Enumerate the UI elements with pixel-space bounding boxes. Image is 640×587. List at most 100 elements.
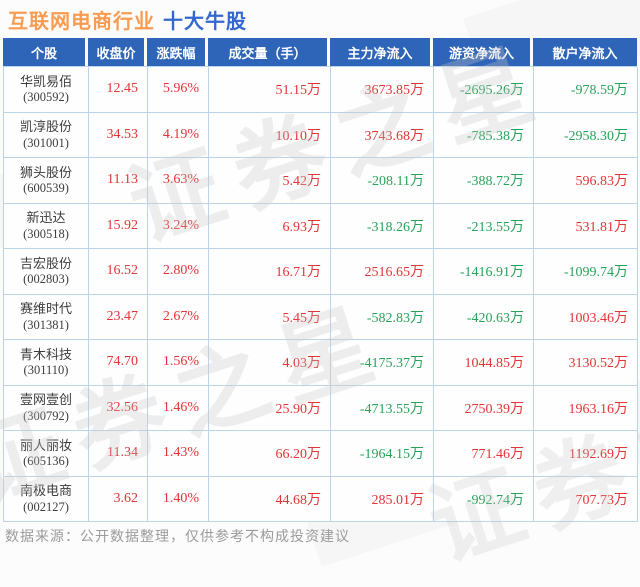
close-price-cell: 34.53 bbox=[89, 112, 148, 158]
stock-code: (300592) bbox=[23, 90, 69, 105]
hot-inflow-cell: -1416.91万 bbox=[434, 249, 534, 295]
stock-cell: 南极电商 (002127) bbox=[4, 476, 89, 522]
table-header-row: 个股 收盘价 涨跌幅 成交量（手） 主力净流入 游资净流入 散户净流入 bbox=[3, 38, 637, 66]
stock-name: 华凯易佰 bbox=[19, 73, 72, 89]
change-pct-cell: 2.80% bbox=[148, 249, 209, 295]
volume-cell: 4.03万 bbox=[209, 340, 331, 386]
close-price-cell: 11.34 bbox=[89, 431, 148, 477]
data-source-note: 数据来源：公开数据整理，仅供参考不构成投资建议 bbox=[5, 528, 350, 544]
column-header-hot-inflow: 游资净流入 bbox=[433, 38, 533, 66]
retail-inflow-cell: 3130.52万 bbox=[534, 340, 638, 386]
title-suffix: 十大牛股 bbox=[163, 11, 247, 33]
main-inflow-cell: -582.83万 bbox=[331, 294, 434, 340]
hot-inflow-cell: -213.55万 bbox=[434, 203, 534, 249]
volume-cell: 16.71万 bbox=[209, 249, 331, 295]
retail-inflow-cell: -1099.74万 bbox=[534, 249, 638, 295]
column-header-retail-inflow: 散户净流入 bbox=[533, 38, 637, 66]
stock-code: (301001) bbox=[23, 135, 69, 150]
main-inflow-cell: 2516.65万 bbox=[331, 249, 434, 295]
stock-code: (301110) bbox=[23, 363, 69, 378]
column-header-volume: 成交量（手） bbox=[208, 38, 330, 66]
stock-name: 吉宏股份 bbox=[19, 255, 72, 271]
column-header-close-price: 收盘价 bbox=[88, 38, 147, 66]
change-pct-cell: 1.43% bbox=[148, 431, 209, 477]
stock-cell: 丽人丽妆 (605136) bbox=[4, 431, 89, 477]
change-pct-cell: 3.24% bbox=[148, 203, 209, 249]
stock-code: (301381) bbox=[23, 317, 69, 332]
main-inflow-cell: 3673.85万 bbox=[331, 67, 434, 113]
stock-code: (002127) bbox=[23, 499, 69, 514]
volume-cell: 66.20万 bbox=[209, 431, 331, 477]
retail-inflow-cell: 531.81万 bbox=[534, 203, 638, 249]
stock-code: (300518) bbox=[23, 226, 69, 241]
volume-cell: 5.42万 bbox=[209, 158, 331, 204]
hot-inflow-cell: 771.46万 bbox=[434, 431, 534, 477]
main-inflow-cell: -208.11万 bbox=[331, 158, 434, 204]
close-price-cell: 16.52 bbox=[89, 249, 148, 295]
hot-inflow-cell: -2695.26万 bbox=[434, 67, 534, 113]
table-body: 华凯易佰 (300592) 12.45 5.96% 51.15万 3673.85… bbox=[3, 66, 638, 522]
stock-cell: 狮头股份 (600539) bbox=[4, 158, 89, 204]
change-pct-cell: 5.96% bbox=[148, 67, 209, 113]
stock-cell: 华凯易佰 (300592) bbox=[4, 67, 89, 113]
close-price-cell: 74.70 bbox=[89, 340, 148, 386]
column-header-stock: 个股 bbox=[3, 38, 88, 66]
top-stocks-table: 个股 收盘价 涨跌幅 成交量（手） 主力净流入 游资净流入 散户净流入 华凯易佰… bbox=[3, 38, 638, 522]
main-inflow-cell: -1964.15万 bbox=[331, 431, 434, 477]
column-header-main-inflow: 主力净流入 bbox=[330, 38, 433, 66]
stock-code: (300792) bbox=[23, 408, 69, 423]
hot-inflow-cell: -992.74万 bbox=[434, 476, 534, 522]
hot-inflow-cell: 1044.85万 bbox=[434, 340, 534, 386]
volume-cell: 5.45万 bbox=[209, 294, 331, 340]
retail-inflow-cell: -978.59万 bbox=[534, 67, 638, 113]
retail-inflow-cell: 1963.16万 bbox=[534, 385, 638, 431]
stock-name: 凯淳股份 bbox=[19, 119, 72, 135]
change-pct-cell: 3.63% bbox=[148, 158, 209, 204]
main-inflow-cell: 285.01万 bbox=[331, 476, 434, 522]
stock-cell: 新迅达 (300518) bbox=[4, 203, 89, 249]
main-inflow-cell: 3743.68万 bbox=[331, 112, 434, 158]
close-price-cell: 3.62 bbox=[89, 476, 148, 522]
retail-inflow-cell: 596.83万 bbox=[534, 158, 638, 204]
page-title: 互联网电商行业 十大牛股 bbox=[8, 5, 247, 34]
change-pct-cell: 1.40% bbox=[148, 476, 209, 522]
close-price-cell: 15.92 bbox=[89, 203, 148, 249]
stock-cell: 青木科技 (301110) bbox=[4, 340, 89, 386]
stock-cell: 凯淳股份 (301001) bbox=[4, 112, 89, 158]
main-inflow-cell: -4713.55万 bbox=[331, 385, 434, 431]
stock-name: 南极电商 bbox=[19, 483, 72, 499]
hot-inflow-cell: -785.38万 bbox=[434, 112, 534, 158]
retail-inflow-cell: -2958.30万 bbox=[534, 112, 638, 158]
main-inflow-cell: -4175.37万 bbox=[331, 340, 434, 386]
close-price-cell: 11.13 bbox=[89, 158, 148, 204]
hot-inflow-cell: 2750.39万 bbox=[434, 385, 534, 431]
retail-inflow-cell: 1192.69万 bbox=[534, 431, 638, 477]
retail-inflow-cell: 707.73万 bbox=[534, 476, 638, 522]
volume-cell: 44.68万 bbox=[209, 476, 331, 522]
volume-cell: 51.15万 bbox=[209, 67, 331, 113]
change-pct-cell: 1.46% bbox=[148, 385, 209, 431]
stock-name: 赛维时代 bbox=[19, 301, 72, 317]
stock-code: (600539) bbox=[23, 181, 69, 196]
volume-cell: 10.10万 bbox=[209, 112, 331, 158]
hot-inflow-cell: -420.63万 bbox=[434, 294, 534, 340]
stock-cell: 吉宏股份 (002803) bbox=[4, 249, 89, 295]
volume-cell: 25.90万 bbox=[209, 385, 331, 431]
close-price-cell: 23.47 bbox=[89, 294, 148, 340]
stock-code: (605136) bbox=[23, 454, 69, 469]
title-industry: 互联网电商行业 bbox=[8, 11, 155, 33]
change-pct-cell: 4.19% bbox=[148, 112, 209, 158]
stock-name: 狮头股份 bbox=[19, 164, 72, 180]
stock-cell: 赛维时代 (301381) bbox=[4, 294, 89, 340]
stock-name: 壹网壹创 bbox=[19, 392, 72, 408]
change-pct-cell: 2.67% bbox=[148, 294, 209, 340]
close-price-cell: 12.45 bbox=[89, 67, 148, 113]
main-inflow-cell: -318.26万 bbox=[331, 203, 434, 249]
stock-name: 青木科技 bbox=[19, 346, 72, 362]
stock-name: 丽人丽妆 bbox=[19, 437, 72, 453]
retail-inflow-cell: 1003.46万 bbox=[534, 294, 638, 340]
volume-cell: 6.93万 bbox=[209, 203, 331, 249]
stock-cell: 壹网壹创 (300792) bbox=[4, 385, 89, 431]
column-header-change-pct: 涨跌幅 bbox=[147, 38, 208, 66]
stock-code: (002803) bbox=[23, 272, 69, 287]
